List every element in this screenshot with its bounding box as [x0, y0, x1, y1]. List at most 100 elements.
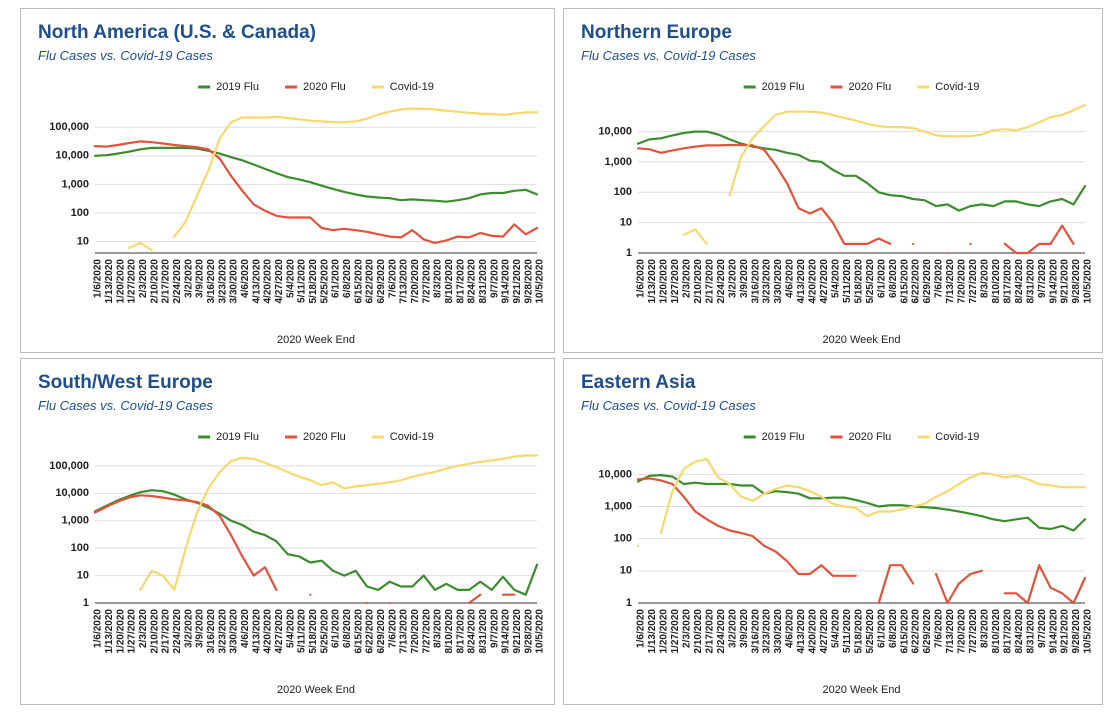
- x-tick-label: 8/10/2020: [444, 609, 455, 654]
- x-tick-label: 4/6/2020: [240, 259, 251, 298]
- y-tick-label: 1: [626, 247, 632, 259]
- x-tick-label: 9/14/2020: [501, 609, 512, 654]
- x-tick-label: 1/13/2020: [104, 609, 115, 654]
- x-tick-label: 6/1/2020: [876, 609, 887, 648]
- x-tick-label: 3/23/2020: [762, 259, 773, 304]
- x-tick-label: 3/16/2020: [206, 609, 217, 654]
- chart-title: South/West Europe: [38, 372, 213, 393]
- x-tick-label: 2/24/2020: [172, 259, 183, 304]
- x-tick-label: 2/3/2020: [138, 609, 149, 648]
- x-tick-label: 10/5/2020: [535, 259, 546, 304]
- x-tick-label: 1/20/2020: [659, 259, 670, 304]
- x-tick-label: 1/20/2020: [115, 259, 126, 304]
- series-line: [636, 474, 1087, 532]
- x-tick-label: 10/5/2020: [535, 609, 546, 654]
- chart-subtitle: Flu Cases vs. Covid-19 Cases: [581, 398, 756, 413]
- x-tick-label: 6/1/2020: [331, 259, 342, 298]
- x-tick-label: 2/17/2020: [704, 609, 715, 654]
- x-tick-label: 1/27/2020: [670, 609, 681, 654]
- x-tick-label: 1/6/2020: [93, 259, 104, 298]
- x-tick-label: 7/27/2020: [421, 259, 432, 304]
- chart-title: North America (U.S. & Canada): [38, 22, 316, 43]
- x-tick-label: 2/3/2020: [138, 259, 149, 298]
- y-tick-label: 10,000: [55, 150, 89, 162]
- x-tick-label: 3/2/2020: [183, 609, 194, 648]
- x-tick-label: 9/28/2020: [523, 609, 534, 654]
- x-tick-label: 1/13/2020: [647, 259, 658, 304]
- x-tick-label: 4/20/2020: [263, 609, 274, 654]
- x-tick-label: 6/1/2020: [876, 259, 887, 298]
- x-tick-label: 7/20/2020: [410, 609, 421, 654]
- legend: 2019 Flu 2020 Flu Covid-19: [743, 431, 979, 443]
- x-tick-label: 7/27/2020: [421, 609, 432, 654]
- x-tick-label: 1/6/2020: [93, 609, 104, 648]
- x-tick-label: 4/13/2020: [251, 609, 262, 654]
- x-tick-label: 5/4/2020: [285, 609, 296, 648]
- series-line: [127, 107, 539, 252]
- chart-subtitle: Flu Cases vs. Covid-19 Cases: [38, 398, 213, 413]
- x-tick-label: 9/21/2020: [1060, 259, 1071, 304]
- y-tick-label: 10: [77, 236, 89, 248]
- x-tick-label: 2/17/2020: [704, 259, 715, 304]
- x-tick-label: 9/7/2020: [489, 609, 500, 648]
- x-tick-label: 9/28/2020: [523, 259, 534, 304]
- legend-label: 2019 Flu: [762, 81, 805, 93]
- y-tick-label: 1,000: [604, 156, 632, 168]
- x-tick-label: 6/15/2020: [353, 259, 364, 304]
- x-tick-label: 8/3/2020: [979, 259, 990, 298]
- x-tick-label: 10/5/2020: [1083, 609, 1094, 654]
- x-axis-label: 2020 Week End: [277, 684, 355, 696]
- x-tick-label: 6/22/2020: [911, 609, 922, 654]
- x-tick-label: 9/7/2020: [489, 259, 500, 298]
- x-tick-label: 2/10/2020: [693, 609, 704, 654]
- x-tick-label: 7/6/2020: [387, 609, 398, 648]
- series-line: [636, 143, 1075, 255]
- x-tick-label: 6/22/2020: [365, 259, 376, 304]
- x-tick-label: 5/4/2020: [285, 259, 296, 298]
- legend-label: 2019 Flu: [762, 431, 805, 443]
- chart-panel: South/West Europe Flu Cases vs. Covid-19 …: [20, 358, 555, 705]
- x-tick-label: 2/10/2020: [149, 259, 160, 304]
- x-tick-label: 9/14/2020: [1048, 609, 1059, 654]
- x-tick-label: 4/13/2020: [796, 609, 807, 654]
- y-tick-label: 10: [620, 565, 632, 577]
- x-tick-label: 5/25/2020: [319, 609, 330, 654]
- x-tick-label: 3/23/2020: [217, 259, 228, 304]
- x-tick-label: 2/17/2020: [161, 609, 172, 654]
- x-tick-label: 8/24/2020: [1014, 259, 1025, 304]
- x-tick-label: 7/13/2020: [399, 609, 410, 654]
- y-tick-label: 100,000: [49, 460, 89, 472]
- x-tick-label: 5/11/2020: [842, 259, 853, 303]
- x-tick-label: 5/18/2020: [853, 609, 864, 654]
- x-tick-label: 8/31/2020: [478, 259, 489, 304]
- x-tick-label: 9/21/2020: [512, 609, 523, 654]
- chart-panel: North America (U.S. & Canada) Flu Cases v…: [20, 8, 555, 353]
- x-tick-label: 8/17/2020: [455, 609, 466, 654]
- x-tick-label: 10/5/2020: [1083, 259, 1094, 304]
- x-tick-label: 6/22/2020: [365, 609, 376, 654]
- x-tick-label: 3/30/2020: [773, 609, 784, 654]
- x-tick-label: 3/9/2020: [739, 259, 750, 298]
- series-line: [636, 457, 1087, 547]
- x-tick-label: 4/27/2020: [819, 609, 830, 654]
- x-tick-label: 4/20/2020: [808, 609, 819, 654]
- x-tick-label: 4/27/2020: [274, 259, 285, 304]
- y-tick-label: 1: [626, 597, 632, 609]
- chart-subtitle: Flu Cases vs. Covid-19 Cases: [581, 48, 756, 63]
- x-tick-label: 5/4/2020: [830, 259, 841, 298]
- x-tick-label: 4/27/2020: [819, 259, 830, 304]
- x-tick-label: 5/18/2020: [853, 259, 864, 304]
- x-tick-label: 1/6/2020: [636, 259, 647, 298]
- series-line: [139, 454, 539, 591]
- x-tick-label: 2/17/2020: [161, 259, 172, 304]
- x-tick-label: 3/2/2020: [727, 259, 738, 298]
- x-tick-label: 4/6/2020: [785, 609, 796, 648]
- legend: 2019 Flu 2020 Flu Covid-19: [198, 431, 434, 443]
- x-tick-label: 2/3/2020: [681, 609, 692, 648]
- x-tick-label: 1/27/2020: [127, 609, 138, 654]
- x-tick-label: 5/11/2020: [842, 609, 853, 653]
- x-tick-label: 3/9/2020: [195, 609, 206, 648]
- x-tick-label: 8/31/2020: [1025, 609, 1036, 654]
